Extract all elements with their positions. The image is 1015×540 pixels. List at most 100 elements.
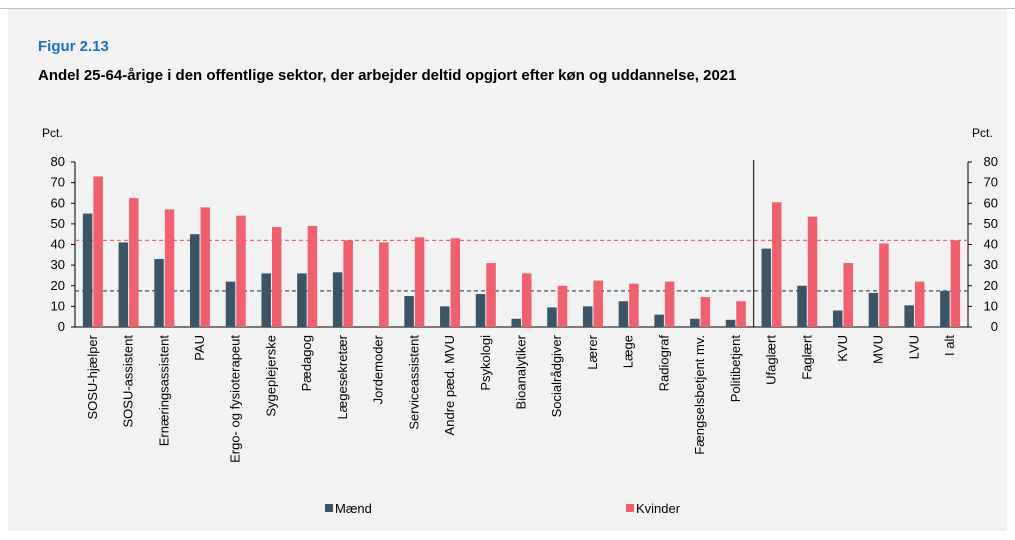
x-tick-label: Pædagog — [299, 335, 314, 391]
bar — [522, 273, 532, 327]
x-tick-label: Radiograf — [656, 335, 671, 392]
y2-tick-label: 40 — [984, 237, 998, 252]
bar — [261, 273, 271, 327]
legend-swatch — [626, 504, 634, 512]
x-tick-label: LVU — [906, 335, 921, 359]
bar — [190, 234, 200, 327]
y-axis-label: Pct. — [42, 126, 63, 140]
bar — [236, 215, 246, 327]
bar — [154, 258, 164, 327]
bar — [654, 314, 664, 327]
bar — [511, 318, 521, 327]
bar — [690, 318, 700, 327]
bar — [404, 296, 414, 327]
y-tick-label: 10 — [51, 298, 65, 313]
bar — [200, 207, 211, 327]
bar — [593, 280, 603, 327]
x-tick-label: I alt — [942, 335, 957, 356]
bar — [772, 202, 782, 327]
bar — [379, 242, 389, 327]
x-tick-label: Ernæringsassistent — [156, 335, 171, 447]
x-tick-label: Ergo- og fysioterapeut — [228, 335, 243, 463]
bar — [725, 319, 736, 327]
x-tick-label: Psykologi — [478, 335, 493, 391]
y-tick-label: 40 — [51, 237, 65, 252]
bar — [118, 242, 129, 327]
bar — [225, 281, 236, 327]
x-tick-label: Ufaglært — [764, 335, 779, 385]
bar — [450, 238, 461, 327]
y-tick-label: 80 — [51, 154, 65, 169]
legend-label: Mænd — [335, 501, 372, 516]
x-tick-label: Lægesekretær — [335, 334, 350, 419]
bar — [843, 263, 853, 327]
bar — [879, 243, 889, 327]
bar — [307, 225, 318, 327]
bar — [557, 285, 568, 327]
bar — [343, 240, 353, 327]
figure-label: Figur 2.13 — [38, 38, 109, 55]
y2-tick-label: 0 — [991, 319, 998, 334]
x-tick-label: Serviceassistent — [406, 335, 421, 430]
x-tick-label: Andre pæd. MVU — [442, 335, 457, 435]
bar — [332, 272, 343, 327]
x-tick-label: PAU — [192, 335, 207, 361]
bar — [93, 176, 103, 327]
x-tick-label: Socialrådgiver — [549, 334, 564, 417]
chart-title: Andel 25-64-årige i den offentlige sekto… — [38, 67, 737, 84]
legend-label: Kvinder — [636, 501, 681, 516]
bar — [904, 305, 914, 327]
bar — [664, 281, 675, 327]
x-tick-label: Bioanalytiker — [514, 334, 529, 409]
x-tick-label: Jordemoder — [371, 334, 386, 404]
y-tick-label: 60 — [51, 195, 65, 210]
bar — [129, 198, 139, 327]
x-tick-label: Sygeplejerske — [263, 335, 278, 417]
bar — [914, 281, 925, 327]
y2-axis-label: Pct. — [972, 126, 993, 140]
y-tick-label: 0 — [58, 319, 65, 334]
y-tick-label: 20 — [51, 278, 65, 293]
y2-tick-label: 50 — [984, 216, 998, 231]
x-tick-label: MVU — [871, 335, 886, 364]
y2-tick-label: 20 — [984, 278, 998, 293]
bar — [414, 237, 425, 327]
bar — [297, 273, 307, 327]
bar — [868, 292, 879, 327]
bar — [940, 290, 950, 327]
x-tick-label: KVU — [835, 335, 850, 362]
bar — [832, 310, 843, 327]
y2-tick-label: 80 — [984, 154, 998, 169]
bar — [797, 285, 807, 327]
bar — [950, 240, 961, 327]
bar — [618, 301, 629, 327]
bar — [271, 226, 282, 327]
bar — [164, 209, 175, 327]
bar — [736, 301, 746, 327]
y2-tick-label: 70 — [984, 175, 998, 190]
y2-tick-label: 30 — [984, 257, 998, 272]
y-tick-label: 50 — [51, 216, 65, 231]
bar — [629, 283, 639, 327]
bar — [700, 297, 711, 327]
bar — [761, 248, 772, 327]
bar — [582, 306, 593, 327]
x-tick-label: Læge — [621, 335, 636, 368]
bar — [807, 216, 818, 327]
x-tick-label: Fængselsbetjent mv. — [692, 335, 707, 455]
x-tick-label: Faglært — [799, 335, 814, 380]
x-tick-label: SOSU-assistent — [121, 335, 136, 428]
legend-swatch — [325, 504, 333, 512]
bar — [486, 263, 496, 327]
bar — [440, 306, 450, 327]
bar — [547, 307, 557, 327]
y-tick-label: 70 — [51, 175, 65, 190]
y-tick-label: 30 — [51, 257, 65, 272]
bar — [82, 213, 93, 327]
bar — [475, 294, 486, 327]
x-tick-label: SOSU-hjælper — [85, 334, 100, 419]
panel — [8, 9, 1007, 531]
x-tick-label: Lærer — [585, 334, 600, 369]
y2-tick-label: 60 — [984, 195, 998, 210]
